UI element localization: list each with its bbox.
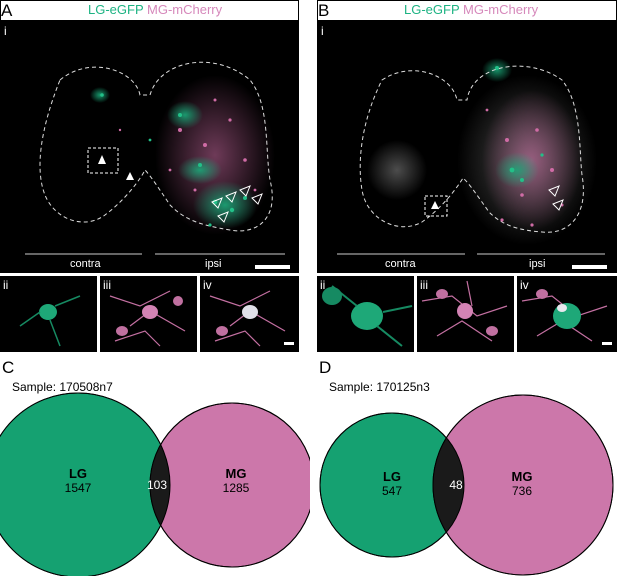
inset-a-ii-image [19,295,81,347]
venn-c-mg-text: MG 1285 [216,466,256,496]
panel-a-label-ii: ii [3,278,9,292]
panel-a-label-i: i [4,24,7,38]
venn-c-mg-label: MG [225,466,247,481]
venn-d-mg-text: MG 736 [502,469,542,499]
panel-a-inset-iii: iii [100,276,197,352]
spinal-cord-section-b [337,58,607,269]
lg-egfp-label: LG-eGFP [404,2,460,17]
lg-egfp-label: LG-eGFP [88,2,144,17]
inset-b-iii-image [421,280,508,342]
spinal-cord-section-a [25,61,290,269]
venn-diagram-c [0,392,310,576]
panel-b-label-ii: ii [320,278,326,292]
panel-b-inset-ii: ii [317,276,414,352]
panel-letter-a: A [1,1,13,20]
panel-a-label-iv: iv [203,278,212,292]
venn-c-mg-count: 1285 [222,481,250,495]
panel-b-label-iii: iii [420,278,428,292]
venn-c-lg-label: LG [68,466,88,481]
panel-a-header: LG-eGFP MG-mCherry [88,2,222,17]
venn-d-overlap-count: 48 [449,478,463,492]
venn-c-overlap-count: 103 [146,478,168,492]
venn-d-mg-count: 736 [511,484,533,498]
panel-b-header: LG-eGFP MG-mCherry [404,2,538,17]
panel-d-sample: Sample: 170125n3 [329,380,430,394]
venn-d-lg-count: 547 [381,484,403,498]
mg-mcherry-label: MG-mCherry [147,2,223,17]
venn-d-lg-text: LG 547 [372,469,412,499]
panel-a-inset-ii: ii [0,276,97,352]
venn-c-lg-count: 1547 [64,481,92,495]
panel-b-ipsi-label: ipsi [529,258,546,270]
panel-b-inset-iii: iii [417,276,514,352]
venn-diagram-d [319,394,614,576]
panel-a-header-box [0,0,299,20]
panel-a-ipsi-label: ipsi [205,258,222,270]
panel-b-main-image: i contra ipsi [317,20,617,273]
inset-b-iv-image [521,289,612,345]
panel-a-label-iii: iii [103,278,111,292]
panel-b-inset-iv: iv [517,276,617,352]
panel-letter-d: D [319,358,332,377]
panel-a-main-image: i contra ipsi [0,20,299,273]
inset-a-iv-image [209,290,294,347]
panel-b-label-iv: iv [520,278,529,292]
panel-a-contra-label: contra [70,258,101,270]
panel-letter-c: C [2,358,15,377]
panel-b-label-i: i [321,24,324,38]
inset-b-ii-image [322,285,413,347]
panel-letter-b: B [318,1,330,20]
venn-c-lg-text: LG 1547 [58,466,98,496]
panel-b-contra-label: contra [385,258,416,270]
panel-c-sample: Sample: 170508n7 [12,380,113,394]
inset-a-iii-image [109,290,186,347]
mg-mcherry-label: MG-mCherry [463,2,539,17]
panel-a-inset-iv: iv [200,276,299,352]
venn-d-mg-label: MG [511,469,533,484]
venn-d-lg-label: LG [382,469,402,484]
